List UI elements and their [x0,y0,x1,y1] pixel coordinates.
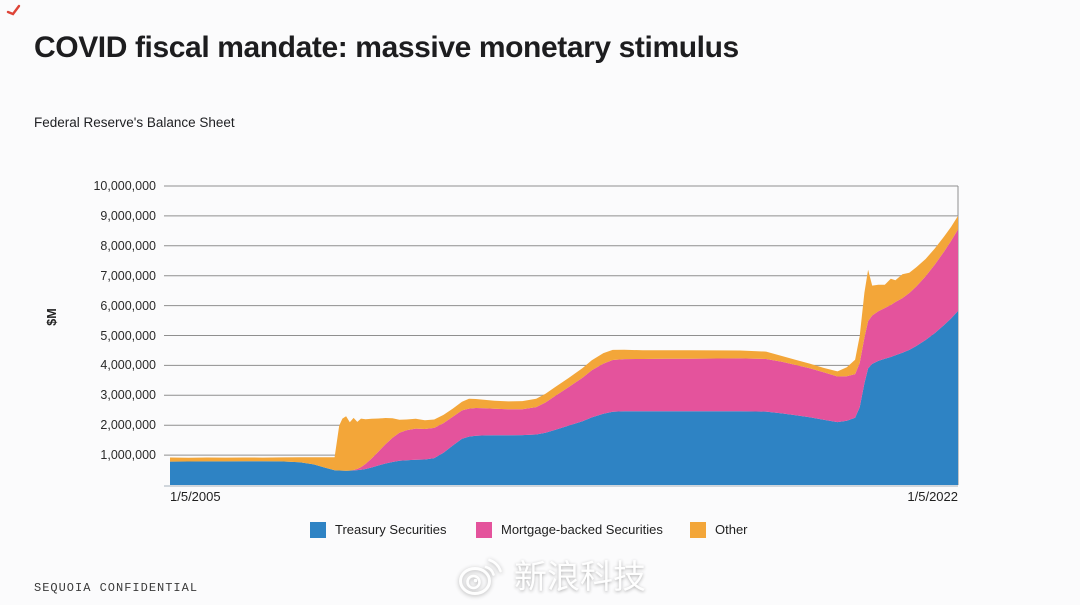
y-axis-tick-label: 4,000,000 [100,358,156,373]
chart-subtitle: Federal Reserve's Balance Sheet [34,115,235,130]
y-axis-tick-label: 10,000,000 [93,179,156,193]
legend-label: Mortgage-backed Securities [501,522,663,537]
legend-label: Treasury Securities [335,522,447,537]
y-axis-tick-label: 3,000,000 [100,388,156,403]
y-axis-tick-label: 6,000,000 [100,298,156,313]
chart-legend: Treasury Securities Mortgage-backed Secu… [0,521,1080,541]
y-axis-tick-label: 1,000,000 [100,448,156,463]
red-pen-mark [6,4,21,16]
page-title: COVID fiscal mandate: massive monetary s… [34,31,739,64]
y-axis-tick-label: 5,000,000 [100,328,156,343]
legend-item-treasury-securities: Treasury Securities [310,521,447,538]
legend-swatch-mortgage-backed-securities [476,521,492,538]
x-axis-label-end: 1/5/2022 [907,489,958,504]
legend-item-mortgage-backed-securities: Mortgage-backed Securities [476,521,663,538]
legend-item-other: Other [690,521,748,538]
y-axis-title: $M [45,308,59,326]
y-axis-tick-label: 2,000,000 [100,418,156,433]
legend-label: Other [715,522,748,537]
legend-swatch-other [690,521,706,538]
x-axis-label-start: 1/5/2005 [170,489,221,504]
legend-swatch-treasury-securities [310,521,326,538]
y-axis-tick-label: 8,000,000 [100,238,156,253]
confidentiality-notice: SEQUOIA CONFIDENTIAL [34,581,199,595]
y-axis-tick-label: 7,000,000 [100,268,156,283]
y-axis-tick-label: 9,000,000 [100,208,156,223]
